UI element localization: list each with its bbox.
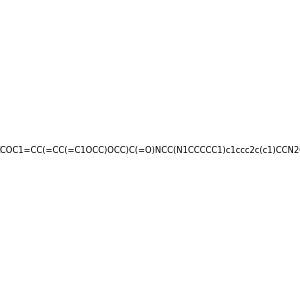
Text: CCOC1=CC(=CC(=C1OCC)OCC)C(=O)NCC(N1CCCCC1)c1ccc2c(c1)CCN2C: CCOC1=CC(=CC(=C1OCC)OCC)C(=O)NCC(N1CCCCC… <box>0 146 300 154</box>
